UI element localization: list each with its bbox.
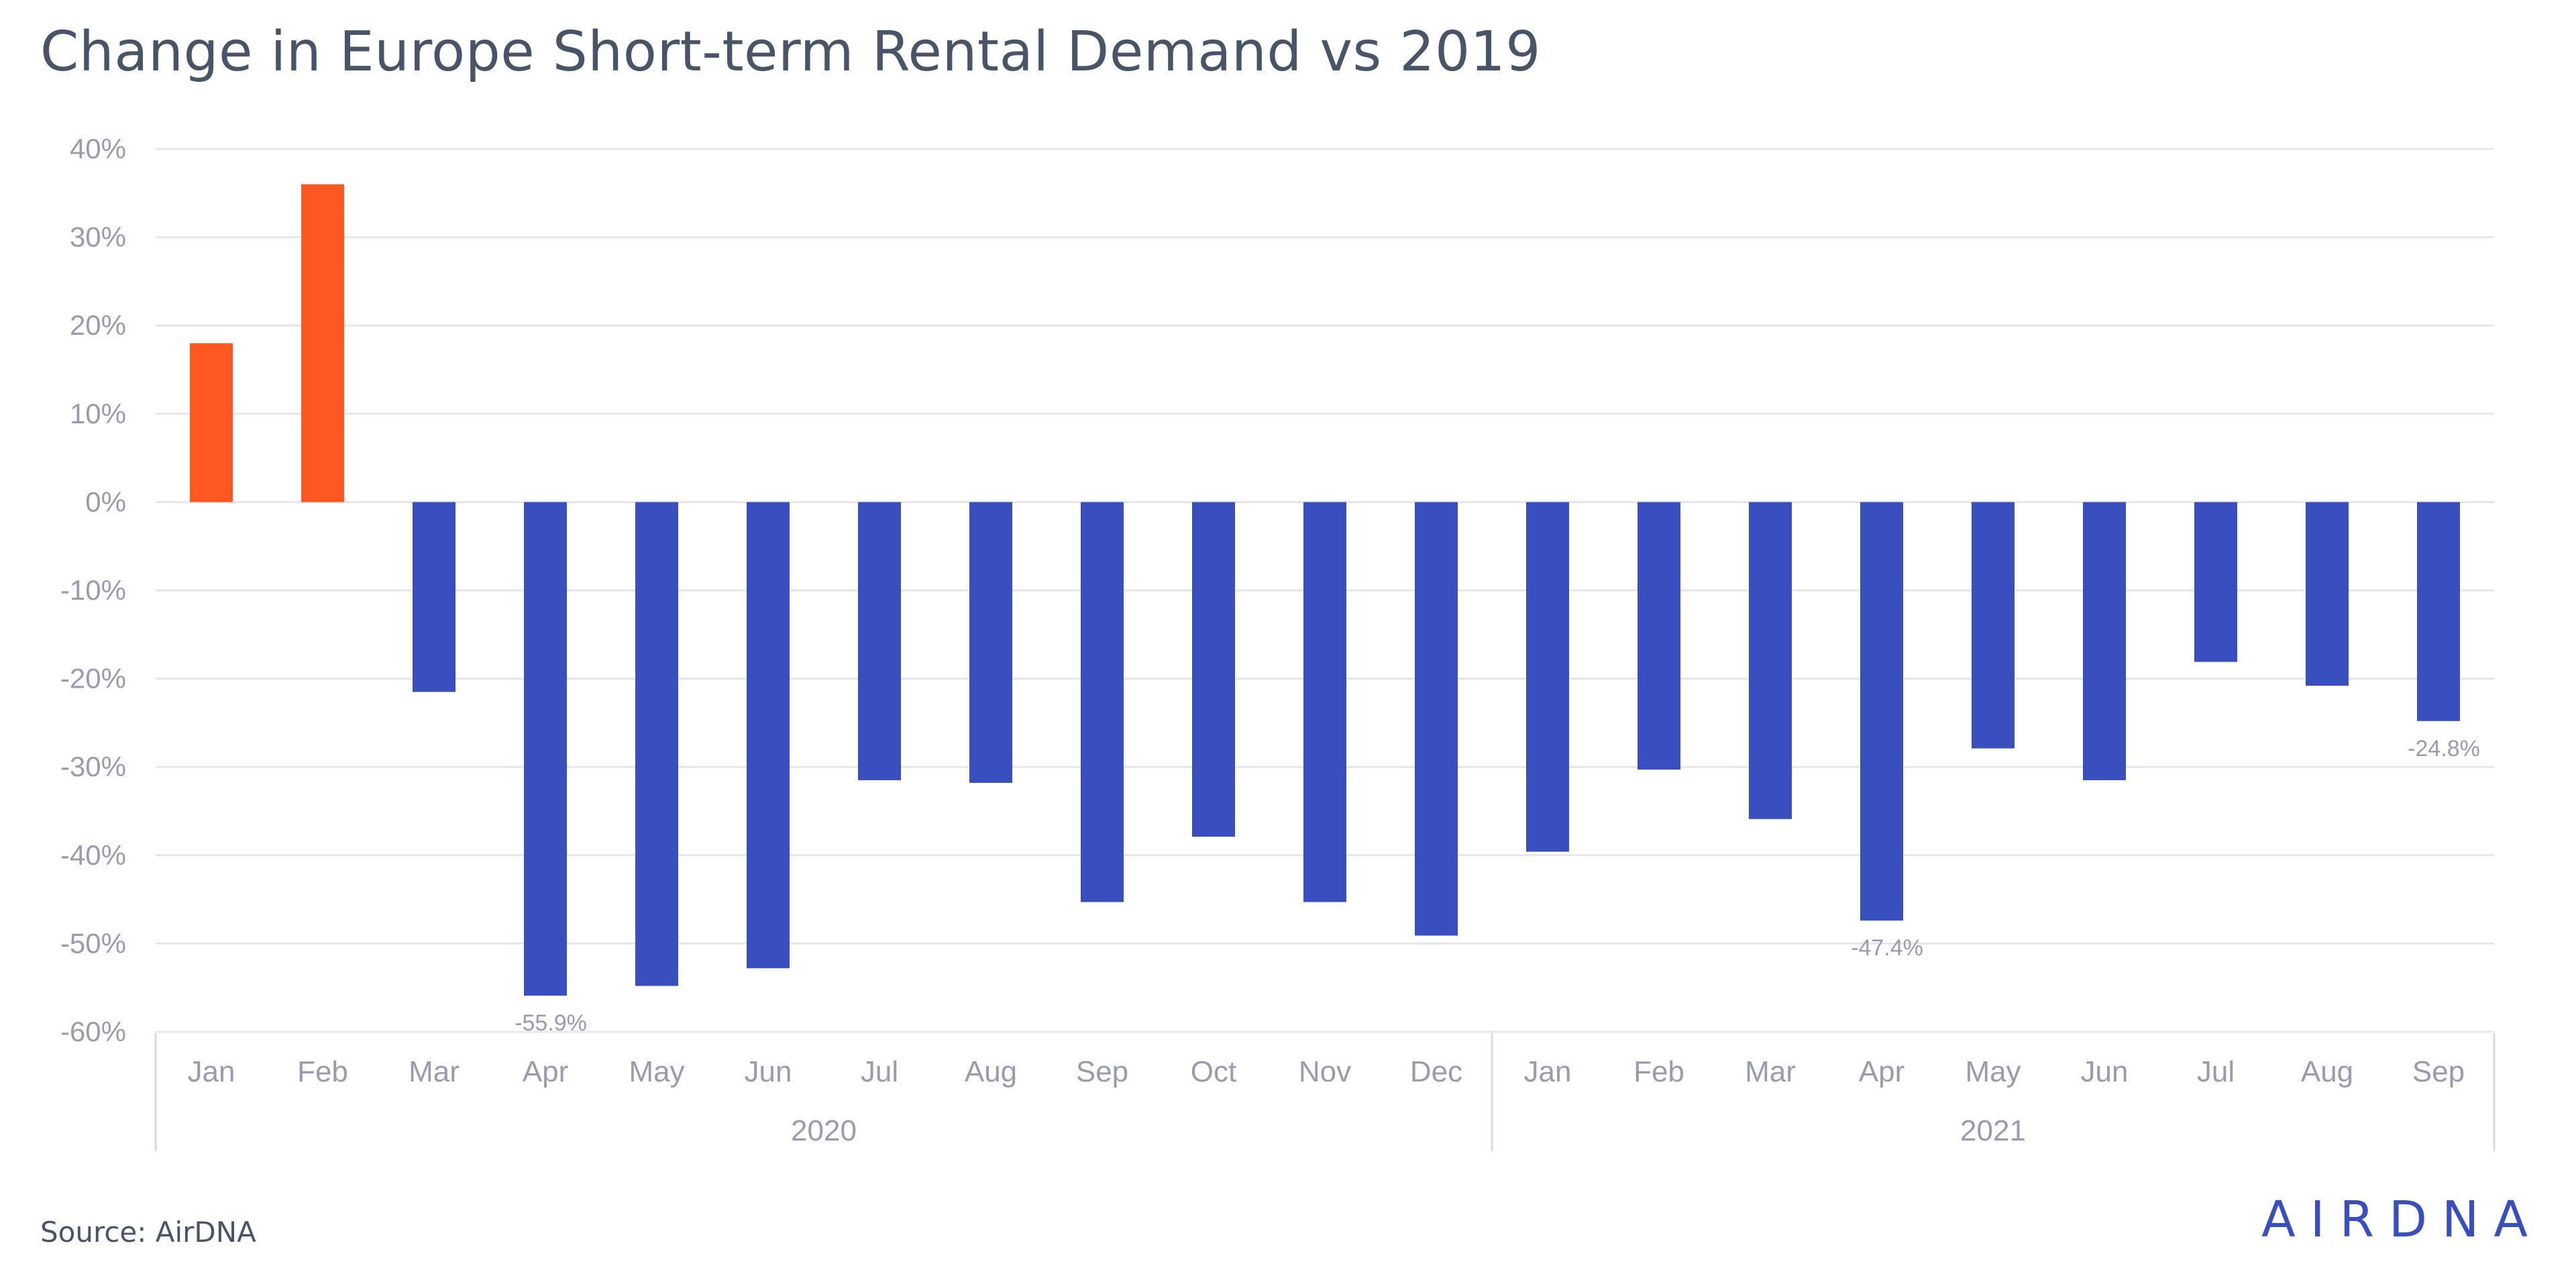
x-tick-label: Feb bbox=[1633, 1055, 1684, 1088]
x-tick-label: Oct bbox=[1191, 1055, 1236, 1088]
x-tick-label: Jan bbox=[188, 1055, 235, 1088]
x-axis-tick-labels: Jan Feb Mar Apr May Jun Jul Aug Sep Oct Nov Dec Jan F… bbox=[188, 1055, 2465, 1088]
y-tick-label: -60% bbox=[60, 1016, 126, 1047]
bar-jan-12 bbox=[1526, 502, 1569, 852]
x-tick-label: Aug bbox=[2301, 1055, 2353, 1088]
bar-mar-2 bbox=[413, 502, 455, 692]
bar-jul-6 bbox=[858, 502, 901, 780]
bar-sep-20 bbox=[2417, 502, 2460, 721]
bars bbox=[190, 184, 2460, 996]
bar-apr-15 bbox=[1860, 502, 1903, 921]
x-tick-label: Apr bbox=[1859, 1055, 1904, 1088]
data-label: -47.4% bbox=[1851, 935, 1923, 961]
bar-mar-14 bbox=[1749, 502, 1792, 819]
y-tick-label: 40% bbox=[70, 133, 126, 164]
bar-sep-8 bbox=[1081, 502, 1124, 902]
bar-feb-1 bbox=[301, 184, 344, 502]
x-tick-label: Jun bbox=[2081, 1055, 2129, 1088]
y-tick-label: -10% bbox=[60, 574, 126, 606]
bar-aug-7 bbox=[969, 502, 1012, 783]
chart-title: Change in Europe Short-term Rental Deman… bbox=[40, 20, 1541, 84]
x-tick-label: Sep bbox=[1076, 1055, 1128, 1088]
x-tick-label: Nov bbox=[1299, 1055, 1351, 1088]
x-axis-groups: 2020 2021 bbox=[154, 1033, 2496, 1151]
x-tick-label: May bbox=[1965, 1055, 2021, 1088]
y-tick-label: -20% bbox=[60, 663, 126, 694]
y-tick-label: 30% bbox=[70, 221, 126, 253]
group-label: 2021 bbox=[1960, 1114, 2026, 1147]
bar-apr-3 bbox=[524, 502, 567, 996]
bar-nov-10 bbox=[1303, 502, 1346, 902]
y-tick-label: -30% bbox=[60, 751, 126, 782]
y-tick-label: 20% bbox=[70, 309, 126, 341]
x-tick-label: May bbox=[629, 1055, 684, 1088]
x-tick-label: Jun bbox=[745, 1055, 792, 1088]
bar-jun-5 bbox=[747, 502, 790, 969]
bar-aug-19 bbox=[2306, 502, 2349, 686]
x-tick-label: Mar bbox=[1745, 1055, 1796, 1088]
x-tick-label: Jul bbox=[2197, 1055, 2235, 1088]
x-tick-label: Aug bbox=[965, 1055, 1017, 1088]
x-tick-label: Jul bbox=[861, 1055, 898, 1088]
x-tick-label: Feb bbox=[297, 1055, 348, 1088]
y-tick-label: -40% bbox=[60, 839, 126, 871]
bar-oct-9 bbox=[1192, 502, 1235, 837]
bar-dec-11 bbox=[1415, 502, 1458, 936]
source-note: Source: AirDNA bbox=[40, 1216, 256, 1249]
bar-feb-13 bbox=[1638, 502, 1680, 770]
x-tick-label: Apr bbox=[523, 1055, 568, 1088]
bar-jul-18 bbox=[2194, 502, 2237, 662]
y-tick-label: 10% bbox=[70, 398, 126, 429]
y-tick-label: -50% bbox=[60, 927, 126, 959]
x-tick-label: Jan bbox=[1524, 1055, 1572, 1088]
group-label: 2020 bbox=[791, 1114, 857, 1147]
x-tick-label: Dec bbox=[1410, 1055, 1462, 1088]
bar-may-16 bbox=[1972, 502, 2015, 749]
y-tick-label: 0% bbox=[85, 486, 126, 517]
data-labels: -55.9% -47.4% -24.8% bbox=[515, 736, 2480, 1036]
data-label: -55.9% bbox=[515, 1010, 587, 1036]
data-label: -24.8% bbox=[2408, 736, 2480, 761]
bar-may-4 bbox=[635, 502, 678, 986]
x-tick-label: Mar bbox=[409, 1055, 460, 1088]
bar-jan-0 bbox=[190, 343, 233, 502]
x-tick-label: Sep bbox=[2412, 1055, 2465, 1088]
y-axis-tick-labels: 40% 30% 20% 10% 0% -10% -20% -30% -40% -50% -60% bbox=[60, 133, 126, 1047]
bar-jun-17 bbox=[2083, 502, 2126, 780]
airdna-logo: AIRDNA bbox=[2261, 1191, 2542, 1249]
